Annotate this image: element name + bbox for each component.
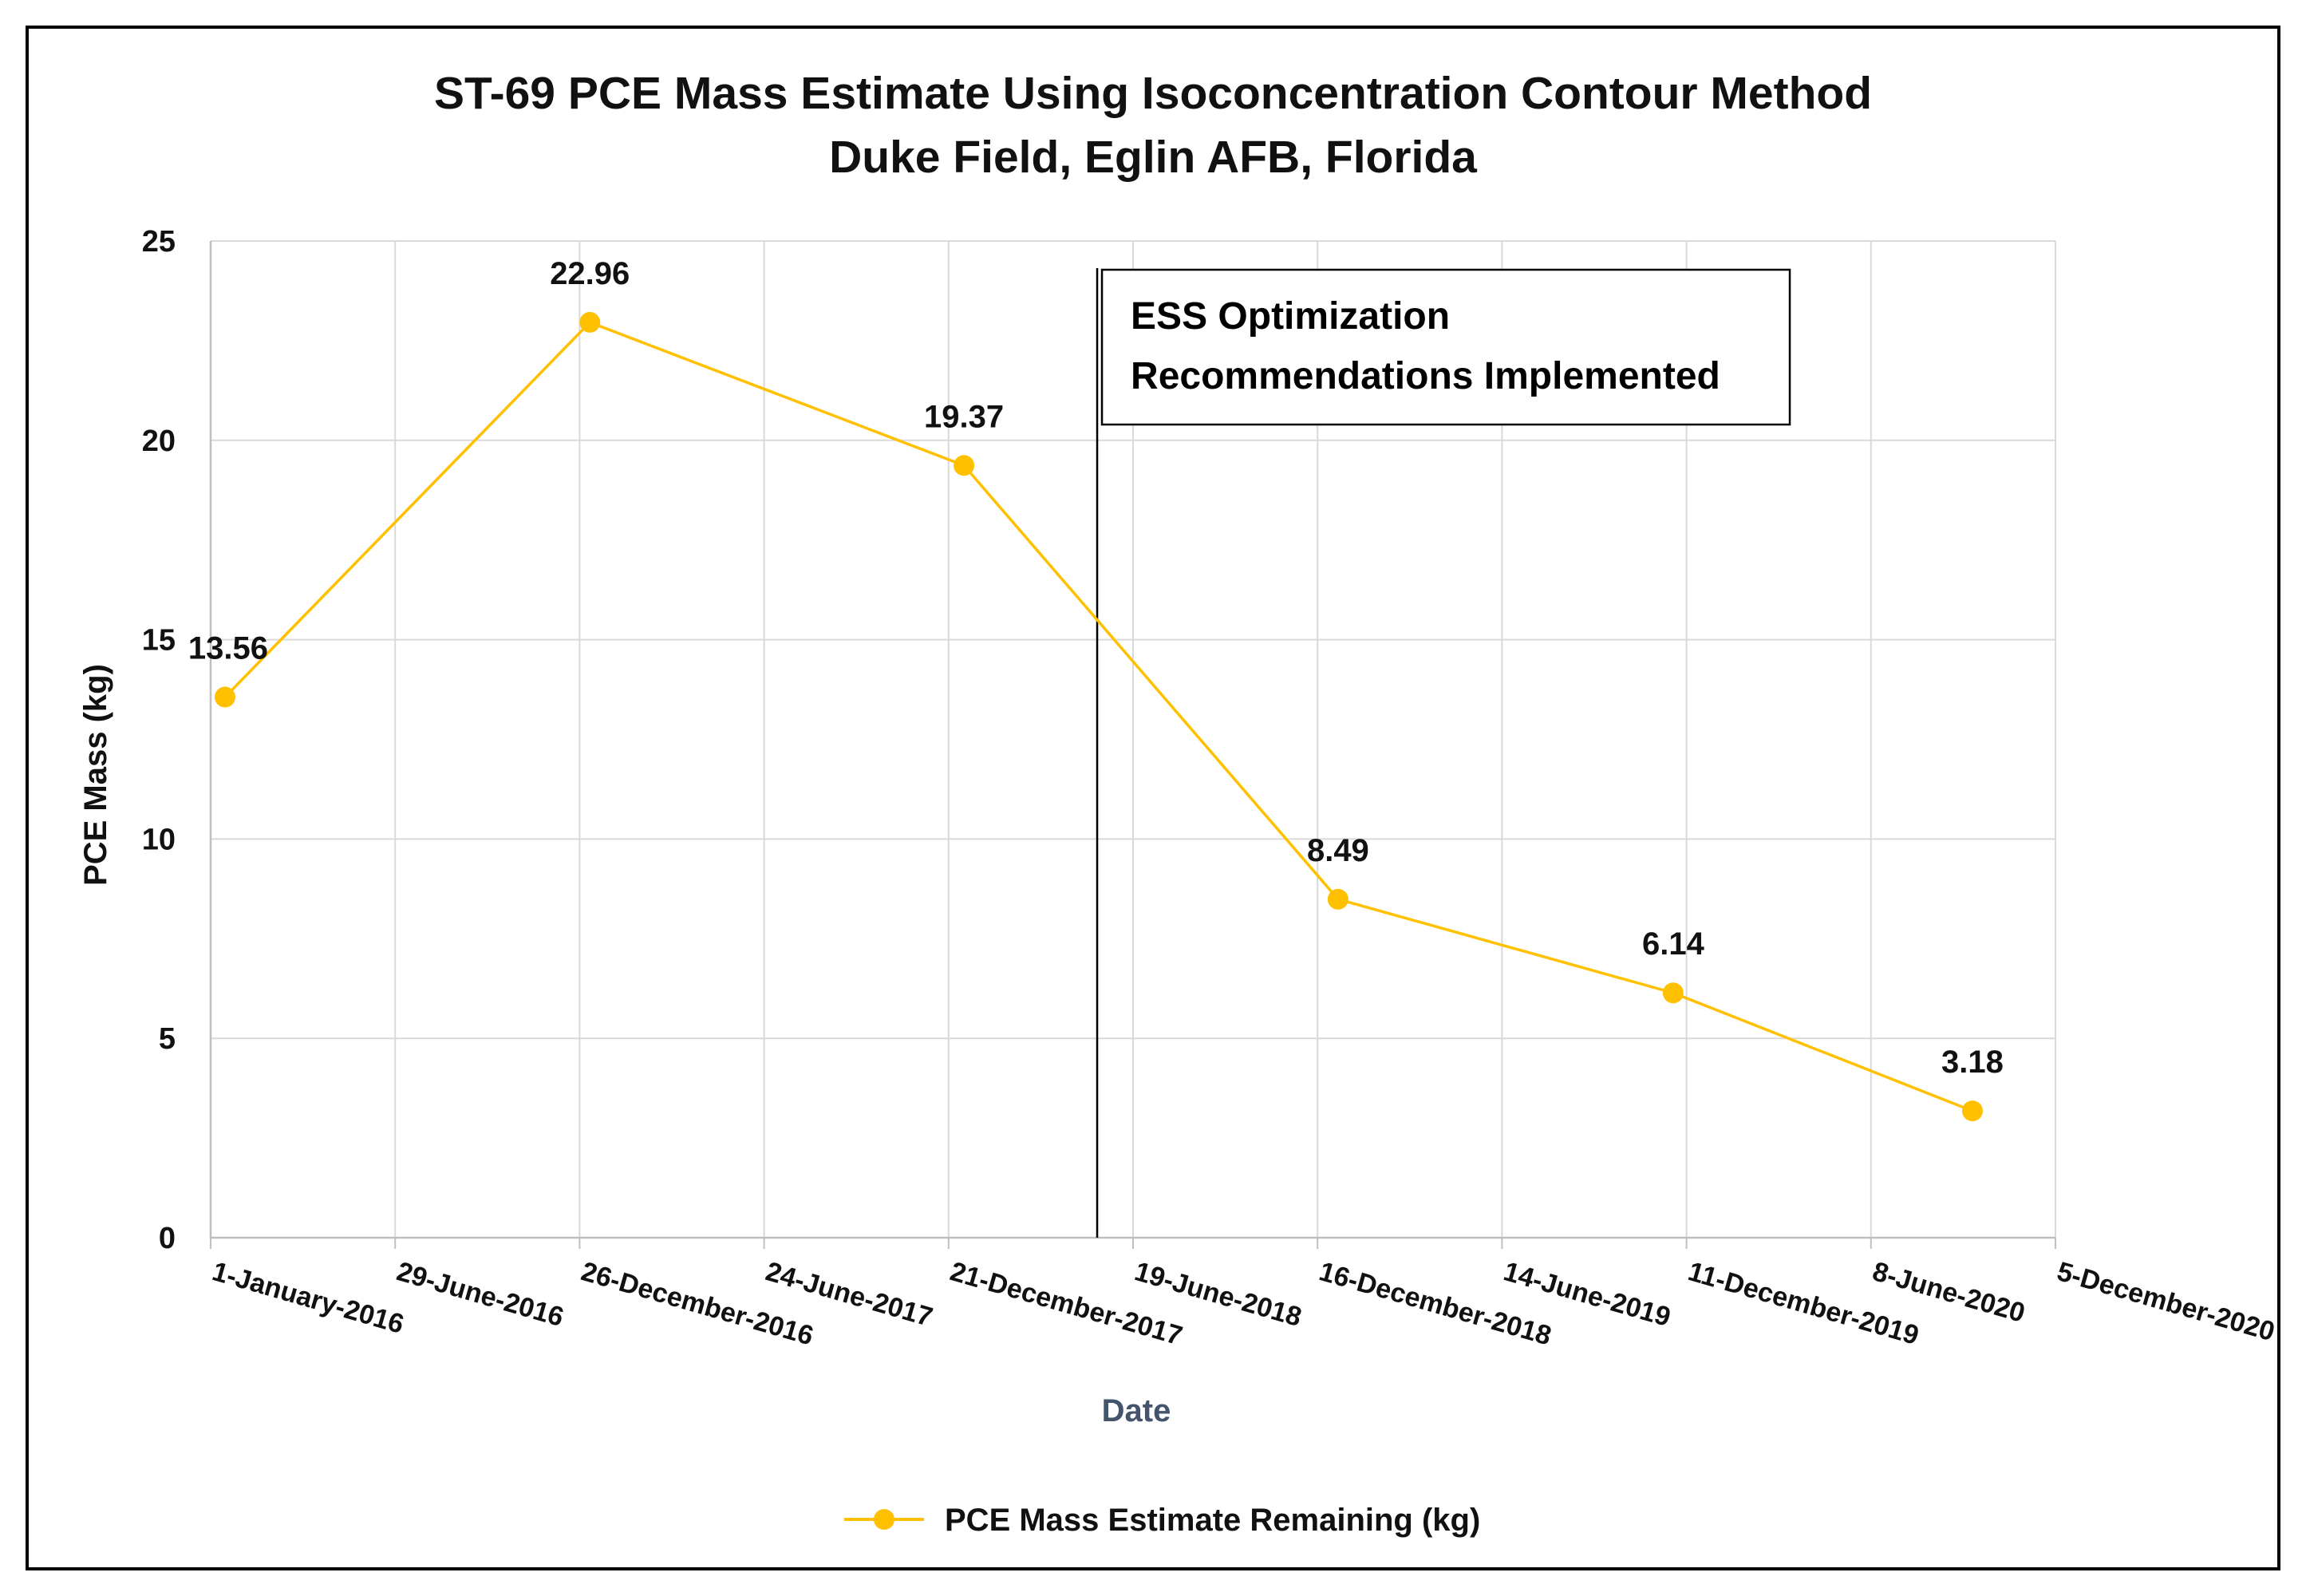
data-point xyxy=(954,455,975,476)
data-point xyxy=(1662,982,1684,1004)
chart-frame: 0 5 10 15 20 25 1-January-2016 29-June-2016 26-D… xyxy=(26,26,2280,1570)
x-tick-label: 29-June-2016 xyxy=(393,1256,567,1333)
y-tick-label: 20 xyxy=(142,425,176,458)
legend-marker xyxy=(874,1509,894,1530)
data-point xyxy=(1961,1100,1983,1122)
chart-title-line-1: ST-69 PCE Mass Estimate Using Isoconcent… xyxy=(434,68,1872,119)
y-tick-label: 5 xyxy=(159,1022,176,1056)
annotation-text-line-2: Recommendations Implemented xyxy=(1131,355,1720,397)
series-line xyxy=(223,320,1973,1112)
chart-title-line-2: Duke Field, Eglin AFB, Florida xyxy=(829,132,1478,183)
x-tick-label: 1-January-2016 xyxy=(209,1256,407,1340)
annotation-box xyxy=(1100,268,1791,426)
y-axis-label: PCE Mass (kg) xyxy=(78,664,113,886)
data-point xyxy=(1327,888,1348,910)
annotation-layer: ESS Optimization Recommendations Impleme… xyxy=(1096,268,1791,1238)
annotation-text-line-1: ESS Optimization xyxy=(1131,295,1450,338)
series-layer: 13.56 22.96 19.37 8.49 6.14 3.18 xyxy=(188,256,2004,1122)
x-tick-label: 5-December-2020 xyxy=(2054,1256,2277,1347)
legend: PCE Mass Estimate Remaining (kg) xyxy=(844,1503,1480,1538)
data-label: 8.49 xyxy=(1307,833,1369,868)
data-label: 13.56 xyxy=(188,631,268,666)
data-label: 6.14 xyxy=(1642,926,1705,962)
y-tick-label: 10 xyxy=(142,823,176,856)
y-tick-label: 0 xyxy=(159,1222,176,1255)
y-tick-label: 15 xyxy=(142,624,176,658)
y-tick-label: 25 xyxy=(142,225,176,259)
data-point xyxy=(214,686,235,708)
legend-label: PCE Mass Estimate Remaining (kg) xyxy=(945,1503,1480,1538)
data-label: 19.37 xyxy=(924,399,1004,434)
data-label: 22.96 xyxy=(550,256,630,291)
data-label: 3.18 xyxy=(1941,1045,2004,1080)
data-point xyxy=(579,311,601,333)
x-axis-label: Date xyxy=(1102,1393,1171,1428)
